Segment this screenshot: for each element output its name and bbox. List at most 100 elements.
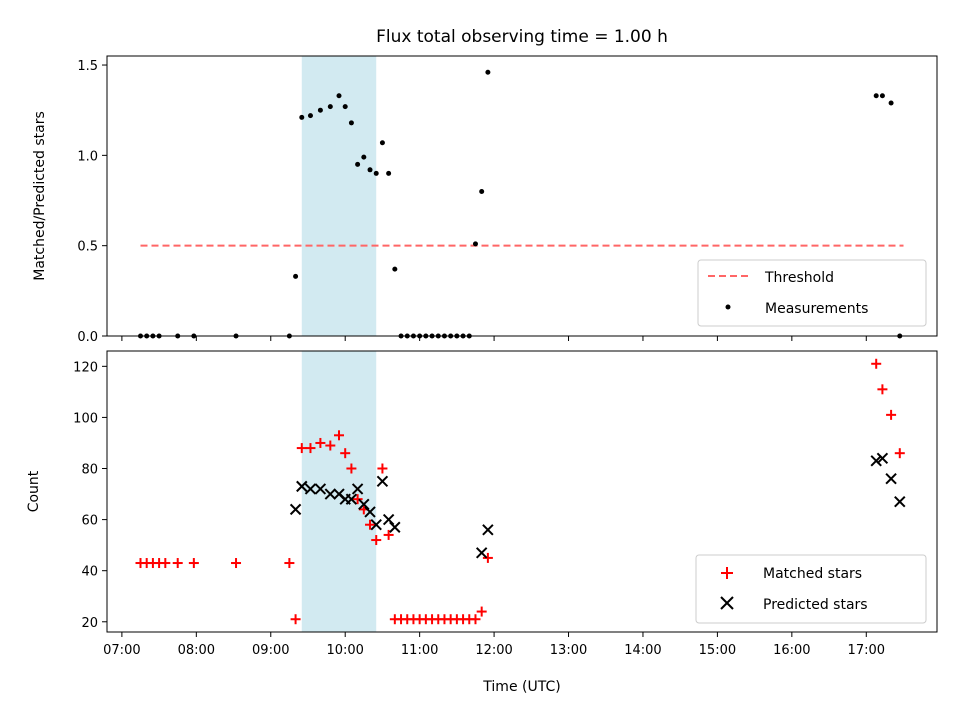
y-tick-label: 40 bbox=[81, 565, 98, 580]
measurement-point bbox=[327, 104, 333, 110]
predicted-star-point bbox=[304, 483, 317, 495]
flux-ratio-panel: Flux total observing time = 1.00 h Match… bbox=[32, 27, 938, 345]
x-tick-label: 09:00 bbox=[252, 643, 289, 658]
measurement-point bbox=[342, 104, 348, 110]
predicted-star-point bbox=[351, 483, 364, 495]
measurement-point bbox=[485, 69, 491, 75]
y-axis-ticks: 20 40 60 80 100 120 bbox=[73, 360, 107, 631]
matched-star-point bbox=[346, 463, 357, 474]
measurement-point bbox=[479, 188, 485, 194]
x-tick-label: 12:00 bbox=[475, 643, 512, 658]
measurement-point bbox=[299, 114, 305, 120]
legend-box bbox=[695, 554, 927, 624]
matched-star-point bbox=[305, 443, 316, 454]
measurement-point bbox=[472, 241, 478, 247]
x-b bbox=[876, 452, 889, 464]
predicted-star-point bbox=[289, 503, 302, 516]
legend-matched-label: Matched stars bbox=[763, 566, 862, 582]
x-b bbox=[389, 521, 401, 533]
matched-star-point bbox=[383, 529, 394, 540]
x-b bbox=[289, 503, 302, 516]
matched-star-point bbox=[352, 494, 363, 505]
x-b bbox=[324, 488, 337, 500]
x-b bbox=[370, 519, 382, 531]
y-tick-label: 0.5 bbox=[77, 240, 98, 255]
measurement-point bbox=[379, 140, 385, 146]
x-b bbox=[720, 596, 734, 610]
legend-predicted-symbol bbox=[720, 596, 734, 610]
matched-star-point bbox=[290, 614, 301, 625]
x-b bbox=[870, 455, 882, 467]
x-b bbox=[304, 483, 317, 495]
y-axis-ticks: 0.0 0.5 1.0 1.5 bbox=[77, 59, 107, 345]
legend-measurements-label: Measurements bbox=[765, 301, 868, 317]
matched-star-point bbox=[365, 519, 376, 530]
measurement-point bbox=[373, 170, 379, 176]
predicted-star-point bbox=[389, 521, 401, 533]
matched-star-point bbox=[284, 558, 295, 569]
legend-box bbox=[697, 259, 927, 327]
chart-title: Flux total observing time = 1.00 h bbox=[376, 27, 668, 47]
x-tick-label: 15:00 bbox=[699, 643, 736, 658]
y-tick-label: 100 bbox=[73, 411, 98, 426]
matched-star-point bbox=[476, 606, 487, 617]
matched-star-point bbox=[377, 463, 388, 474]
y-tick-label: 20 bbox=[81, 616, 98, 631]
predicted-star-point bbox=[296, 480, 308, 493]
predicted-star-point bbox=[358, 498, 370, 510]
predicted-star-point bbox=[885, 473, 897, 485]
measurement-point bbox=[386, 170, 392, 176]
matched-star-point bbox=[325, 440, 336, 451]
predicted-star-point bbox=[364, 506, 376, 518]
x-tick-label: 07:00 bbox=[103, 643, 140, 658]
measurement-point bbox=[367, 167, 373, 173]
predicted-star-point bbox=[370, 519, 382, 531]
matched-star-point bbox=[871, 358, 882, 369]
x-b bbox=[296, 480, 308, 493]
measurement-point bbox=[361, 154, 367, 160]
predicted-star-point bbox=[345, 493, 358, 505]
predicted-star-point bbox=[482, 524, 494, 536]
matched-star-point bbox=[172, 558, 183, 569]
legend: Threshold Measurements bbox=[697, 259, 927, 327]
matched-star-point bbox=[315, 437, 326, 448]
predicted-star-point bbox=[324, 488, 337, 500]
x-tick-label: 13:00 bbox=[550, 643, 587, 658]
measurement-point bbox=[293, 273, 299, 279]
matched-star-point bbox=[334, 430, 345, 441]
x-b bbox=[314, 483, 327, 495]
x-b bbox=[382, 513, 395, 526]
legend-predicted-label: Predicted stars bbox=[763, 597, 868, 613]
matched-star-point bbox=[296, 443, 307, 454]
y-tick-label: 80 bbox=[81, 463, 98, 478]
matched-star-point bbox=[886, 409, 897, 420]
data-series bbox=[135, 358, 906, 625]
x-b bbox=[345, 493, 358, 505]
measurement-point bbox=[336, 93, 342, 99]
legend-threshold-label: Threshold bbox=[764, 270, 834, 286]
matched-star-point bbox=[160, 558, 171, 569]
measurement-point bbox=[873, 93, 879, 99]
matched-star-point bbox=[340, 448, 351, 459]
predicted-star-point bbox=[475, 547, 488, 559]
x-b bbox=[364, 506, 376, 518]
x-tick-label: 08:00 bbox=[178, 643, 215, 658]
x-tick-label: 16:00 bbox=[773, 643, 810, 658]
y-tick-label: 1.5 bbox=[77, 59, 98, 74]
x-tick-label: 17:00 bbox=[848, 643, 885, 658]
predicted-star-point bbox=[382, 513, 395, 526]
predicted-star-point bbox=[376, 475, 389, 487]
x-axis-label: Time (UTC) bbox=[482, 679, 560, 695]
matched-star-point bbox=[894, 448, 905, 459]
measurement-point bbox=[307, 113, 313, 119]
measurement-point bbox=[879, 93, 885, 99]
x-b bbox=[358, 498, 370, 510]
matched-star-point bbox=[188, 558, 199, 569]
x-tick-label: 14:00 bbox=[624, 643, 661, 658]
x-b bbox=[475, 547, 488, 559]
measurement-point bbox=[348, 120, 354, 126]
legend-matched-symbol bbox=[721, 567, 733, 579]
axes-frame bbox=[106, 55, 938, 337]
predicted-star-point bbox=[314, 483, 327, 495]
